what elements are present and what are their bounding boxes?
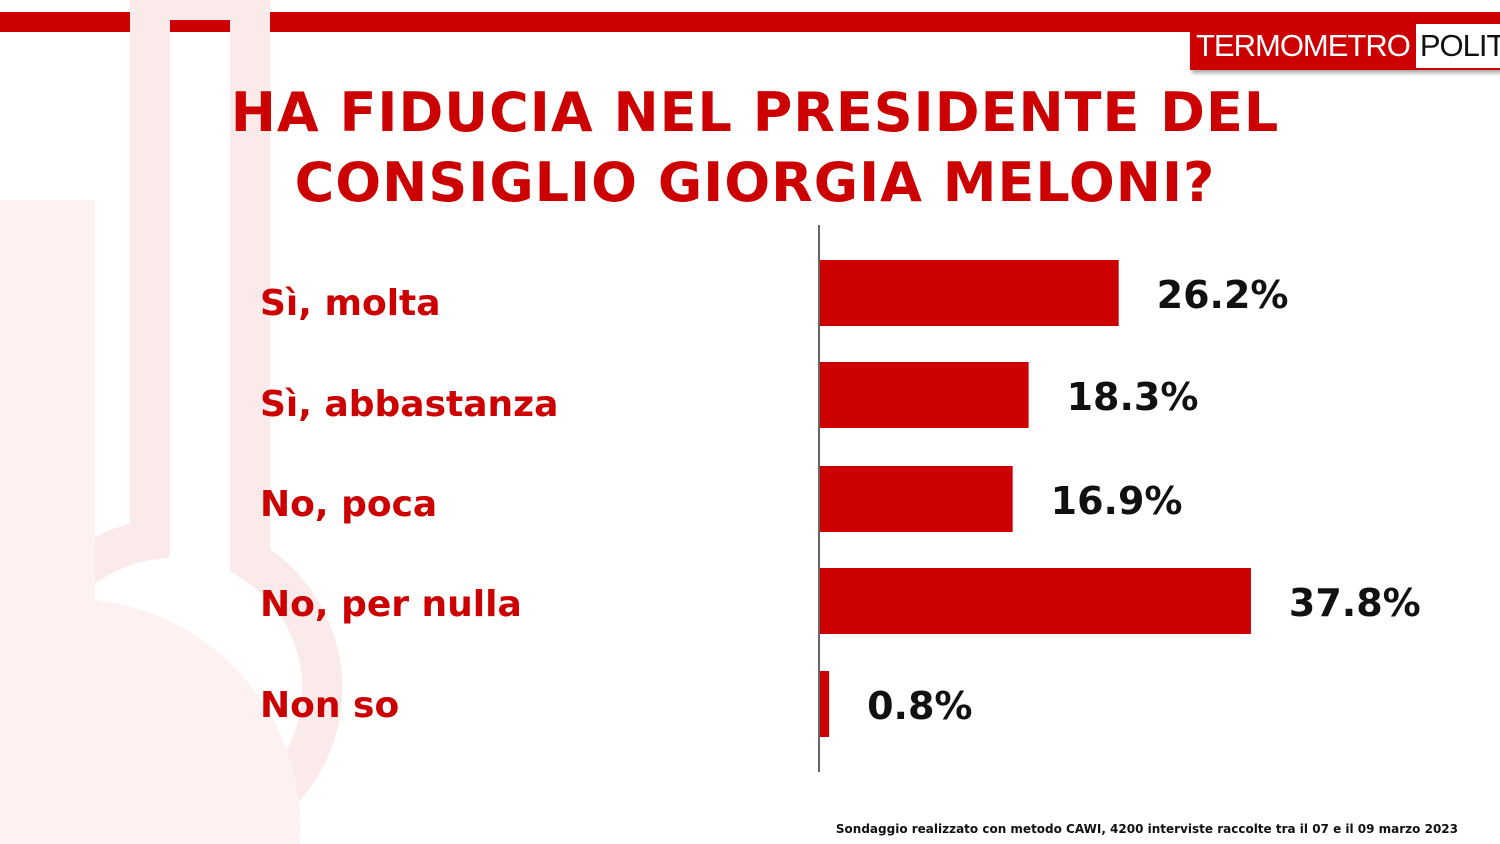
top-accent-bar (0, 12, 1500, 32)
value-label-5: 0.8% (867, 684, 972, 728)
value-label-2: 18.3% (1067, 375, 1199, 419)
value-label-4: 37.8% (1289, 581, 1421, 625)
category-label-non-so: Non so (260, 685, 400, 726)
bar-2 (820, 362, 1029, 428)
logo-text-termometro: TERMOMETRO (1190, 22, 1416, 70)
category-label-si-abbastanza: Sì, abbastanza (260, 384, 559, 425)
category-label-si-molta: Sì, molta (260, 283, 441, 324)
category-label-no-poca: No, poca (260, 484, 438, 525)
value-label-3: 16.9% (1051, 479, 1183, 523)
bar-3 (820, 466, 1013, 532)
termometro-politico-logo: TERMOMETRO POLITICO (1190, 22, 1500, 70)
bar-4 (820, 568, 1251, 634)
logo-text-politico: POLITICO (1415, 22, 1500, 70)
title-line-2: CONSIGLIO GIORGIA MELONI? (294, 151, 1216, 214)
bar-1 (820, 260, 1119, 326)
category-label-no-per-nulla: No, per nulla (260, 584, 522, 625)
survey-footnote: Sondaggio realizzato con metodo CAWI, 42… (835, 822, 1458, 836)
value-label-1: 26.2% (1157, 273, 1289, 317)
chart-title: HA FIDUCIA NEL PRESIDENTE DEL CONSIGLIO … (150, 78, 1360, 218)
bar-5 (820, 671, 830, 737)
title-line-1: HA FIDUCIA NEL PRESIDENTE DEL (230, 81, 1280, 144)
